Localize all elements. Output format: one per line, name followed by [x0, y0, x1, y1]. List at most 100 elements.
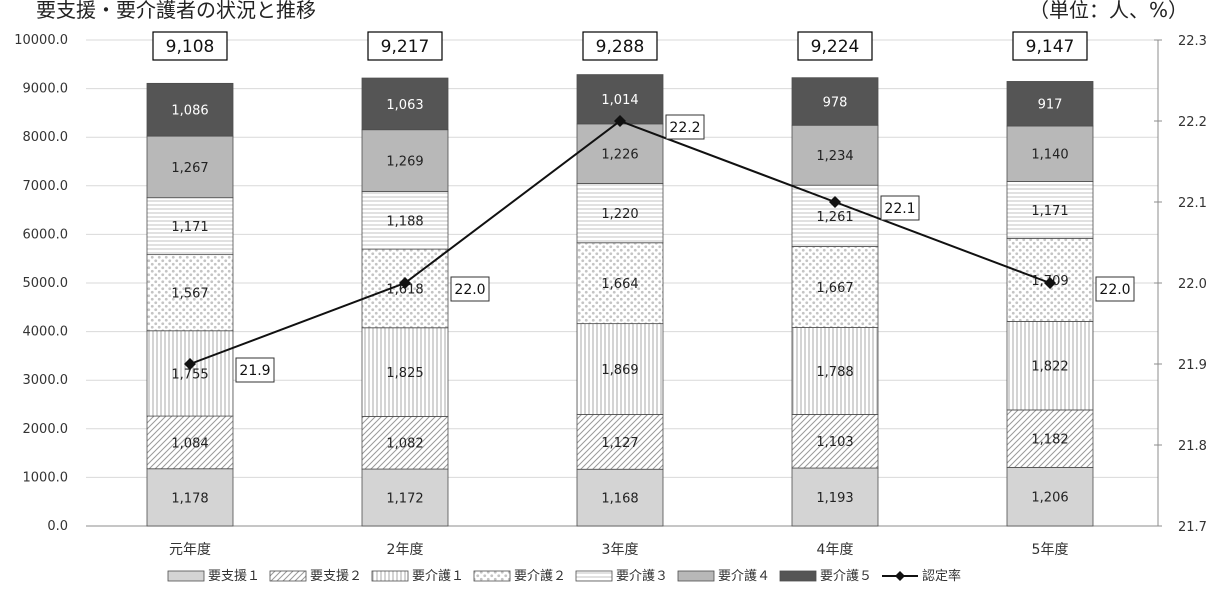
bar-segment [576, 242, 664, 325]
y-left-tick-label: 1000.0 [23, 470, 69, 485]
rate-value-label: 21.9 [239, 363, 270, 379]
legend-swatch [779, 570, 817, 582]
segment-value-label: 1,206 [1031, 491, 1068, 506]
legend-label: 要支援２ [310, 569, 362, 584]
segment-value-label: 1,261 [816, 210, 853, 225]
bar-segment [146, 468, 234, 527]
segment-value-label: 1,063 [386, 98, 423, 113]
x-category-label: 2年度 [387, 542, 424, 558]
bar-segment [1006, 181, 1094, 239]
y-left-tick-label: 6000.0 [23, 227, 69, 242]
segment-value-label: 1,171 [1031, 204, 1068, 219]
total-value-label: 9,108 [166, 37, 215, 57]
y-left-tick-label: 7000.0 [23, 179, 69, 194]
bar-segment [361, 190, 449, 250]
bar-segment [791, 414, 879, 469]
y-right-tick-label: 22.2 [1178, 115, 1207, 130]
bar-segment [1006, 125, 1094, 182]
legend-label: 要介護３ [616, 568, 668, 584]
total-label-box [152, 31, 228, 61]
legend-label: 要介護１ [412, 568, 464, 584]
y-left-tick-label: 4000.0 [23, 325, 69, 340]
bar-segment [146, 82, 234, 137]
rate-marker [399, 277, 411, 289]
legend-label: 要介護４ [718, 568, 770, 584]
segment-value-label: 1,664 [601, 277, 638, 292]
total-label-box [367, 31, 443, 61]
rate-label-box [450, 276, 490, 302]
bar-segment [791, 327, 879, 415]
rate-value-label: 22.1 [884, 201, 915, 217]
segment-value-label: 1,220 [601, 207, 638, 222]
y-right-tick-label: 22.1 [1178, 196, 1207, 211]
legend-label: 要介護５ [820, 568, 872, 584]
segment-value-label: 1,788 [816, 365, 853, 380]
segment-value-label: 1,869 [601, 363, 638, 378]
y-right-tick-label: 21.9 [1178, 358, 1207, 373]
bar-segment [361, 77, 449, 131]
bar-segment [361, 129, 449, 192]
bar-segment [576, 123, 664, 184]
segment-value-label: 1,171 [171, 220, 208, 235]
legend-swatch [473, 570, 511, 582]
segment-value-label: 1,178 [171, 491, 208, 506]
bar-segment [576, 414, 664, 470]
bar-segment [361, 327, 449, 417]
rate-value-label: 22.0 [454, 282, 485, 298]
segment-value-label: 978 [823, 95, 848, 110]
segment-value-label: 1,567 [171, 287, 208, 302]
bar-segment [576, 183, 664, 244]
segment-value-label: 1,014 [601, 93, 638, 108]
segment-value-label: 1,086 [171, 104, 208, 119]
segment-value-label: 917 [1038, 98, 1063, 113]
bar-segment [791, 184, 879, 247]
rate-marker [184, 358, 196, 370]
unit-label: （単位：人、%） [1028, 0, 1188, 22]
bar-segment [1006, 81, 1094, 127]
segment-value-label: 1,234 [816, 149, 853, 164]
x-category-label: 3年度 [602, 542, 639, 558]
bar-segment [146, 415, 234, 470]
segment-value-label: 1,193 [816, 491, 853, 506]
segment-value-label: 1,140 [1031, 148, 1068, 163]
segment-value-label: 1,182 [1031, 433, 1068, 448]
y-left-tick-label: 5000.0 [23, 276, 69, 291]
total-value-label: 9,217 [381, 37, 430, 57]
rate-marker [1044, 277, 1056, 289]
total-value-label: 9,224 [811, 37, 860, 57]
rate-label-box [235, 357, 275, 383]
segment-value-label: 1,172 [386, 492, 423, 507]
rate-marker [829, 196, 841, 208]
bar-segment [791, 77, 879, 126]
bar-segment [146, 330, 234, 417]
total-value-label: 9,288 [596, 37, 645, 57]
y-right-tick-label: 21.7 [1178, 520, 1207, 535]
rate-value-label: 22.2 [669, 120, 700, 136]
bar-segment [576, 323, 664, 415]
rate-label-box [1095, 276, 1135, 302]
segment-value-label: 1,667 [816, 281, 853, 296]
bar-segment [1006, 409, 1094, 468]
legend-swatch [167, 570, 205, 582]
y-right-tick-label: 22.0 [1178, 277, 1207, 292]
total-label-box [1012, 31, 1088, 61]
y-left-tick-label: 3000.0 [23, 373, 69, 388]
y-right-tick-label: 22.3 [1178, 34, 1207, 49]
legend-swatch [677, 570, 715, 582]
legend-swatch [371, 570, 409, 582]
y-left-tick-label: 8000.0 [23, 130, 69, 145]
segment-value-label: 1,755 [171, 367, 208, 382]
segment-value-label: 1,127 [601, 436, 638, 451]
bar-segment [576, 468, 664, 527]
rate-label-box [665, 114, 705, 140]
bar-segment [361, 468, 449, 527]
bar-segment [146, 197, 234, 256]
segment-value-label: 1,267 [171, 161, 208, 176]
rate-label-box [880, 195, 920, 221]
y-left-tick-label: 9000.0 [23, 82, 69, 97]
segment-value-label: 1,226 [601, 148, 638, 163]
legend-label: 要介護２ [514, 568, 566, 584]
segment-value-label: 1,825 [386, 366, 423, 381]
segment-value-label: 1,269 [386, 155, 423, 170]
legend-label: 要支援１ [208, 569, 260, 584]
